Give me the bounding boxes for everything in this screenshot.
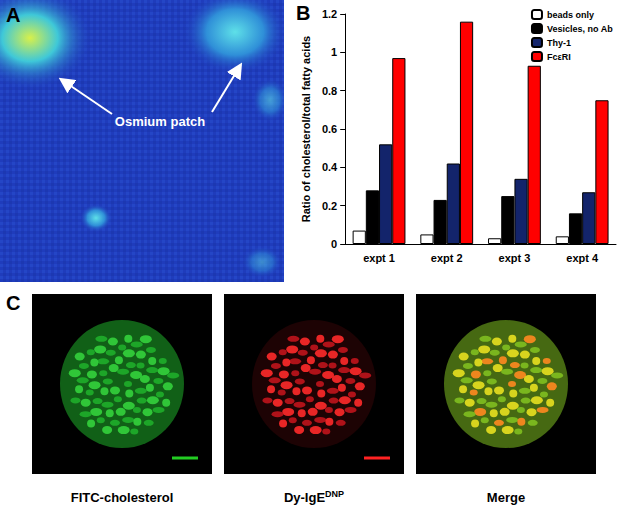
svg-text:0: 0	[331, 238, 337, 250]
svg-text:beads only: beads only	[547, 10, 594, 20]
svg-text:Vesicles, no Ab: Vesicles, no Ab	[547, 24, 613, 34]
svg-text:0.6: 0.6	[322, 123, 337, 135]
svg-text:Dy-IgEDNP: Dy-IgEDNP	[284, 489, 344, 505]
html-text:B: B	[296, 2, 311, 24]
svg-text:Ratio of cholesterol/total fat: Ratio of cholesterol/total fatty acids	[300, 36, 312, 222]
svg-text:expt 4: expt 4	[566, 252, 599, 264]
svg-text:expt 2: expt 2	[431, 252, 463, 264]
svg-text:FcεRI: FcεRI	[547, 52, 571, 62]
svg-text:0.4: 0.4	[322, 161, 338, 173]
svg-text:Thy-1: Thy-1	[547, 38, 571, 48]
svg-text:0.2: 0.2	[322, 200, 337, 212]
svg-text:1.2: 1.2	[322, 8, 337, 20]
svg-text:A: A	[6, 4, 20, 26]
svg-text:Merge: Merge	[487, 490, 525, 505]
svg-text:C: C	[6, 292, 20, 314]
svg-text:Osmium patch: Osmium patch	[115, 114, 205, 129]
svg-text:expt 1: expt 1	[363, 252, 395, 264]
svg-text:expt 3: expt 3	[499, 252, 531, 264]
svg-text:FITC-cholesterol: FITC-cholesterol	[71, 490, 174, 505]
svg-text:0.8: 0.8	[322, 85, 337, 97]
svg-text:1: 1	[331, 46, 337, 58]
